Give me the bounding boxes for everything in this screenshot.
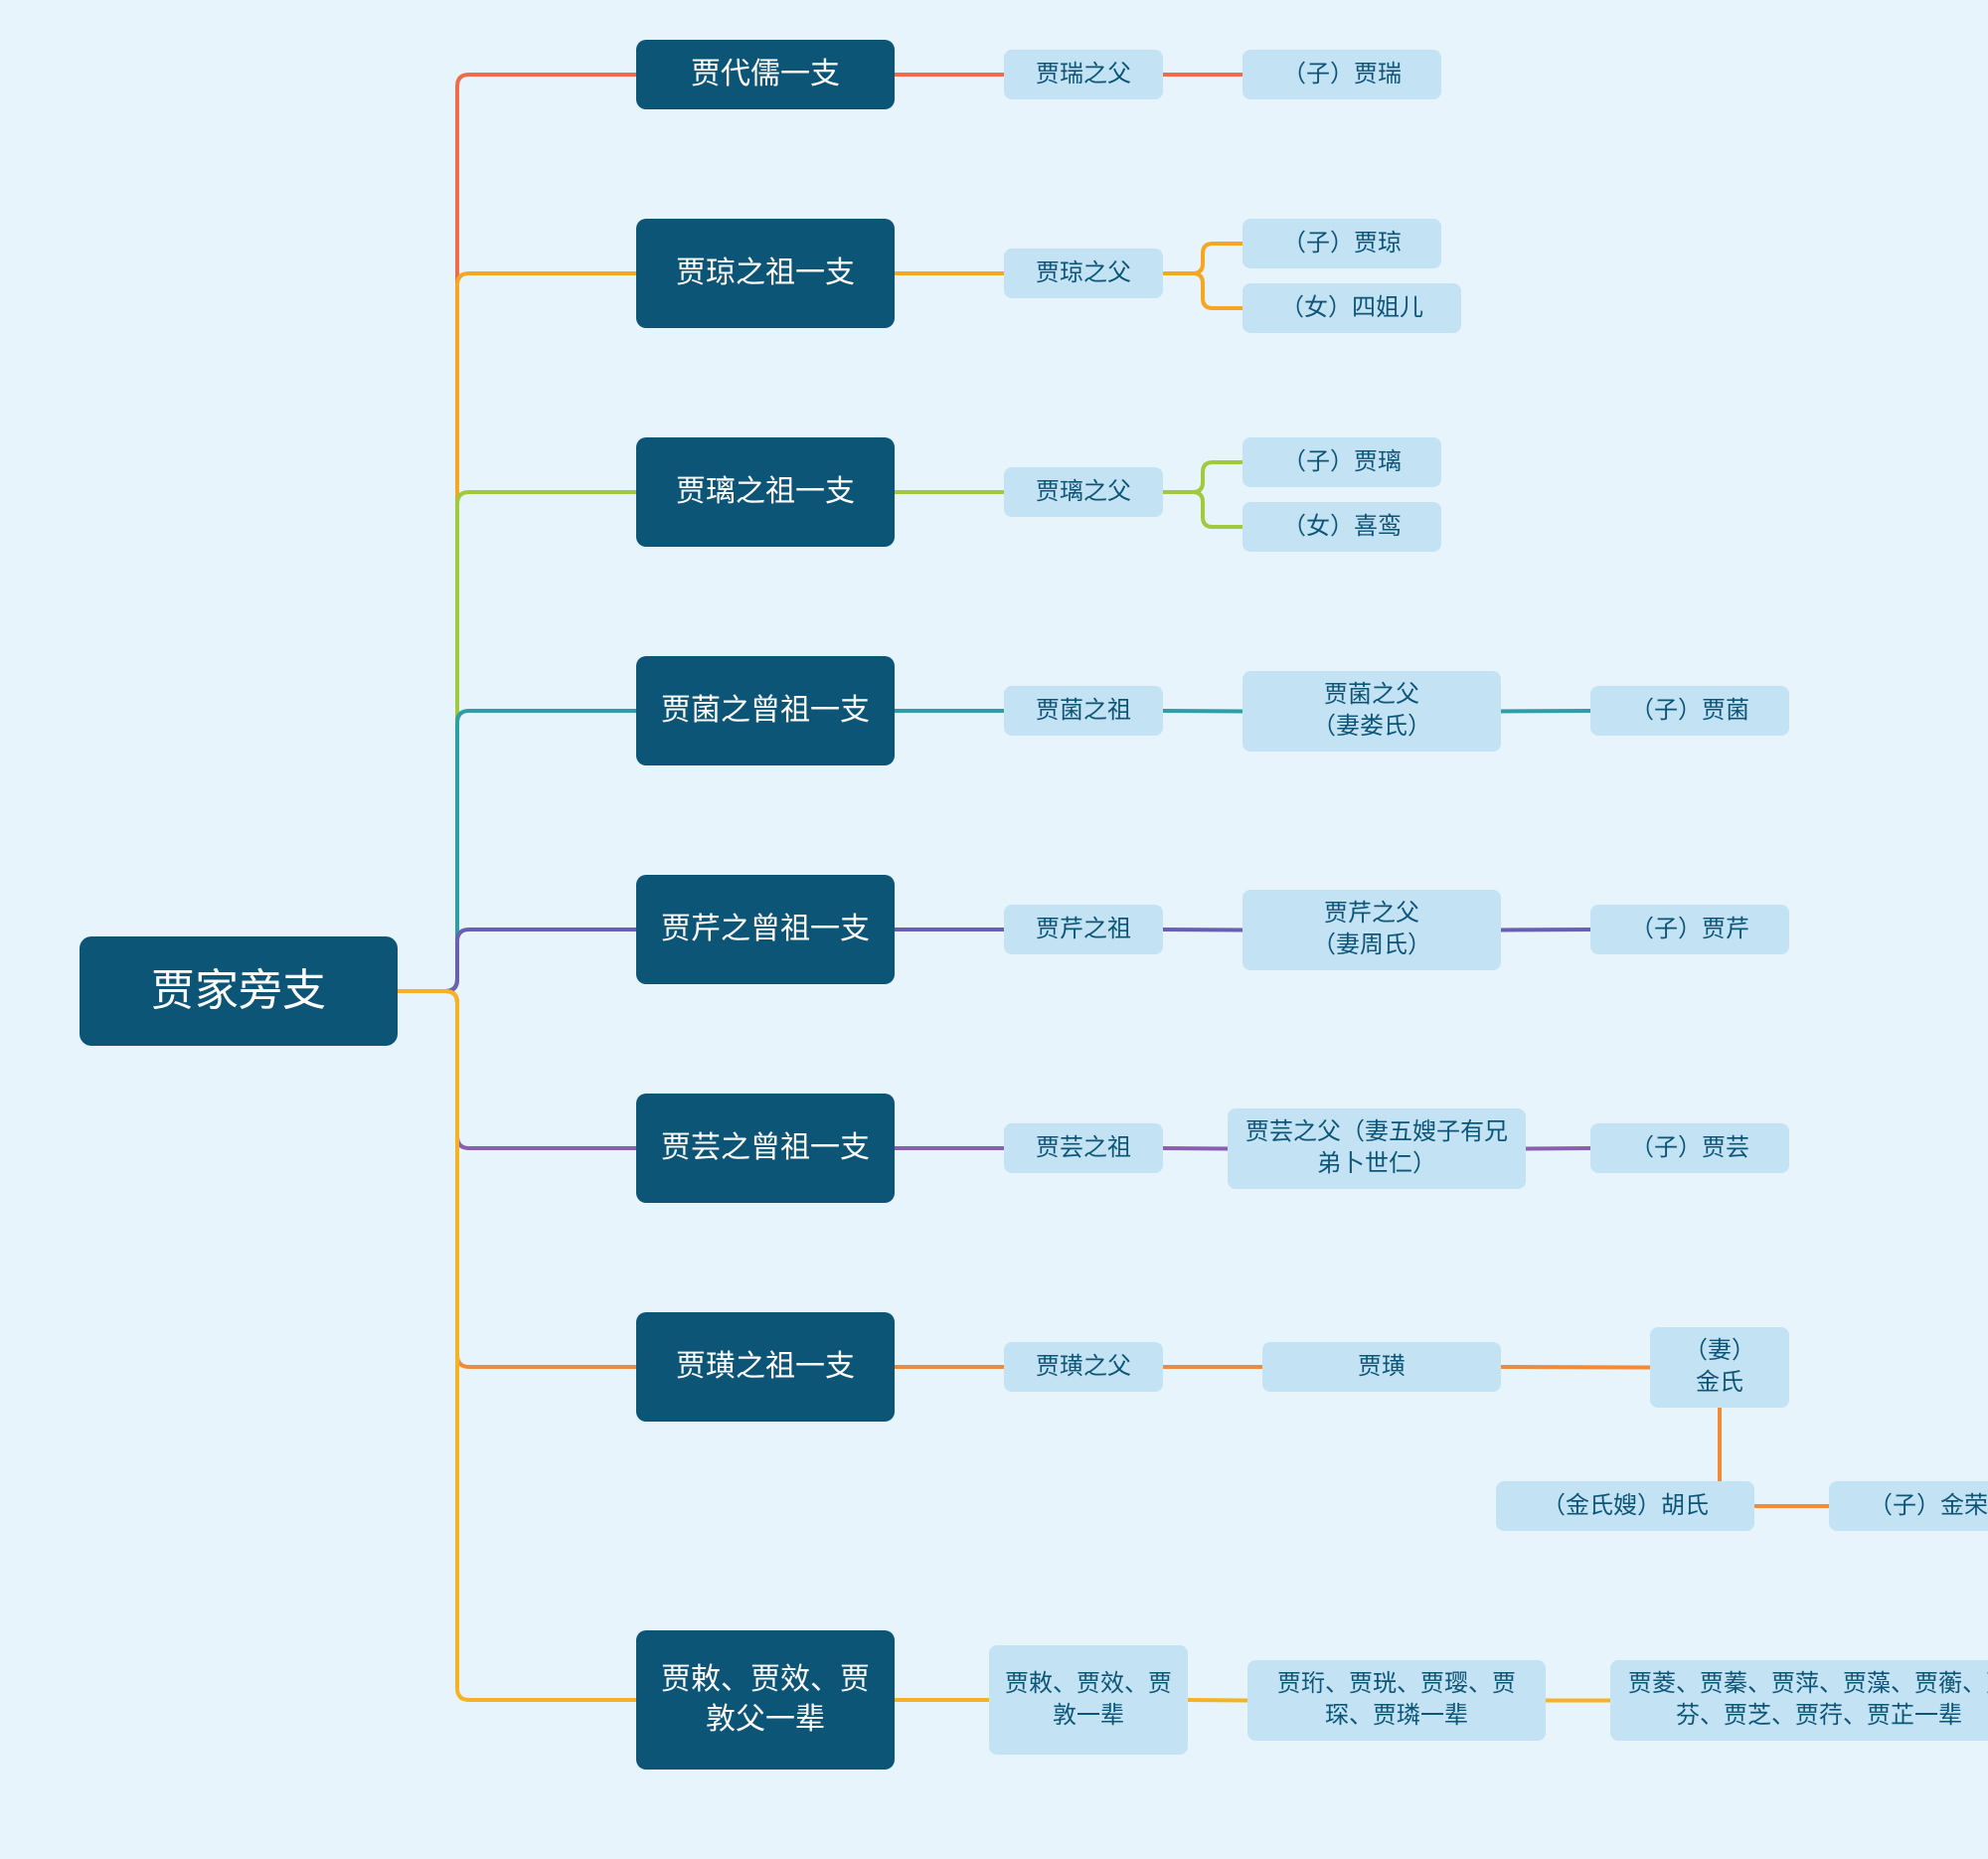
leaf-node[interactable]: 贾珩、贾珖、贾璎、贾琛、贾璘一辈 bbox=[1247, 1660, 1546, 1741]
node-label: 贾芸之父（妻五嫂子有兄弟卜世仁） bbox=[1242, 1116, 1512, 1181]
leaf-node[interactable]: 贾菌之祖 bbox=[1004, 686, 1163, 736]
node-label: （女）喜鸾 bbox=[1282, 511, 1402, 543]
node-label: 贾代儒一支 bbox=[691, 55, 840, 95]
node-label: （子）贾芹 bbox=[1630, 914, 1749, 945]
leaf-node[interactable]: 贾璃之父 bbox=[1004, 467, 1163, 517]
node-label: 贾家旁支 bbox=[151, 961, 326, 1020]
node-label: 贾菌之祖 bbox=[1036, 695, 1131, 727]
leaf-node[interactable]: （子）贾璃 bbox=[1242, 437, 1441, 487]
node-label: 贾芹之祖 bbox=[1036, 914, 1131, 945]
node-label: 贾璜 bbox=[1358, 1351, 1406, 1383]
node-label: （妻）金氏 bbox=[1684, 1335, 1755, 1400]
node-label: （子）金荣 bbox=[1869, 1490, 1988, 1522]
node-label: 贾芹之曾祖一支 bbox=[661, 910, 870, 950]
leaf-node[interactable]: （子）金荣 bbox=[1829, 1481, 1988, 1531]
node-label: 贾璜之父 bbox=[1036, 1351, 1131, 1383]
leaf-node[interactable]: 贾菌之父（妻娄氏） bbox=[1242, 671, 1501, 752]
node-label: 贾敕、贾效、贾敦一辈 bbox=[1003, 1668, 1174, 1733]
leaf-node[interactable]: （女）四姐儿 bbox=[1242, 283, 1461, 333]
leaf-node[interactable]: （金氏嫂）胡氏 bbox=[1496, 1481, 1754, 1531]
branch-node[interactable]: 贾代儒一支 bbox=[636, 40, 895, 109]
leaf-node[interactable]: 贾芸之祖 bbox=[1004, 1123, 1163, 1173]
node-label: （子）贾璃 bbox=[1282, 446, 1402, 478]
branch-node[interactable]: 贾琼之祖一支 bbox=[636, 219, 895, 328]
leaf-node[interactable]: 贾瑞之父 bbox=[1004, 50, 1163, 99]
node-label: 贾菱、贾蓁、贾萍、贾藻、贾蘅、贾芬、贾芝、贾荇、贾芷一辈 bbox=[1624, 1668, 1988, 1733]
root-node[interactable]: 贾家旁支 bbox=[80, 936, 398, 1046]
leaf-node[interactable]: （子）贾芹 bbox=[1590, 905, 1789, 954]
leaf-node[interactable]: 贾芹之祖 bbox=[1004, 905, 1163, 954]
leaf-node[interactable]: 贾敕、贾效、贾敦一辈 bbox=[989, 1645, 1188, 1755]
node-label: 贾璃之父 bbox=[1036, 476, 1131, 508]
node-label: （女）四姐儿 bbox=[1280, 292, 1423, 324]
branch-node[interactable]: 贾菌之曾祖一支 bbox=[636, 656, 895, 765]
leaf-node[interactable]: （子）贾瑞 bbox=[1242, 50, 1441, 99]
node-label: 贾璜之祖一支 bbox=[676, 1347, 855, 1388]
node-label: 贾芹之父（妻周氏） bbox=[1312, 898, 1431, 962]
node-label: 贾敕、贾效、贾敦父一辈 bbox=[650, 1660, 881, 1741]
node-label: 贾菌之曾祖一支 bbox=[661, 691, 870, 732]
leaf-node[interactable]: （妻）金氏 bbox=[1650, 1327, 1789, 1408]
leaf-node[interactable]: （女）喜鸾 bbox=[1242, 502, 1441, 552]
leaf-node[interactable]: 贾璜之父 bbox=[1004, 1342, 1163, 1392]
leaf-node[interactable]: 贾芹之父（妻周氏） bbox=[1242, 890, 1501, 970]
node-label: 贾芸之祖 bbox=[1036, 1132, 1131, 1164]
node-label: 贾瑞之父 bbox=[1036, 59, 1131, 90]
leaf-node[interactable]: 贾芸之父（妻五嫂子有兄弟卜世仁） bbox=[1228, 1108, 1526, 1189]
branch-node[interactable]: 贾芸之曾祖一支 bbox=[636, 1094, 895, 1203]
leaf-node[interactable]: （子）贾琼 bbox=[1242, 219, 1441, 268]
node-label: 贾璃之祖一支 bbox=[676, 472, 855, 513]
node-label: （子）贾瑞 bbox=[1282, 59, 1402, 90]
node-label: 贾琼之祖一支 bbox=[676, 254, 855, 294]
node-label: 贾菌之父（妻娄氏） bbox=[1312, 679, 1431, 744]
node-label: （子）贾芸 bbox=[1630, 1132, 1749, 1164]
branch-node[interactable]: 贾芹之曾祖一支 bbox=[636, 875, 895, 984]
leaf-node[interactable]: 贾菱、贾蓁、贾萍、贾藻、贾蘅、贾芬、贾芝、贾荇、贾芷一辈 bbox=[1610, 1660, 1988, 1741]
mindmap-canvas: 贾家旁支 贾代儒一支 贾瑞之父 （子）贾瑞贾琼之祖一支 贾琼之父 （子）贾琼 （女）四姐儿贾… bbox=[40, 40, 1948, 1819]
leaf-node[interactable]: 贾璜 bbox=[1262, 1342, 1501, 1392]
node-label: 贾芸之曾祖一支 bbox=[661, 1128, 870, 1169]
leaf-node[interactable]: （子）贾菌 bbox=[1590, 686, 1789, 736]
node-label: （子）贾菌 bbox=[1630, 695, 1749, 727]
node-label: （金氏嫂）胡氏 bbox=[1542, 1490, 1709, 1522]
node-label: （子）贾琼 bbox=[1282, 228, 1402, 259]
branch-node[interactable]: 贾敕、贾效、贾敦父一辈 bbox=[636, 1630, 895, 1770]
branch-node[interactable]: 贾璃之祖一支 bbox=[636, 437, 895, 547]
node-label: 贾琼之父 bbox=[1036, 257, 1131, 289]
node-label: 贾珩、贾珖、贾璎、贾琛、贾璘一辈 bbox=[1261, 1668, 1532, 1733]
leaf-node[interactable]: （子）贾芸 bbox=[1590, 1123, 1789, 1173]
leaf-node[interactable]: 贾琼之父 bbox=[1004, 249, 1163, 298]
branch-node[interactable]: 贾璜之祖一支 bbox=[636, 1312, 895, 1422]
